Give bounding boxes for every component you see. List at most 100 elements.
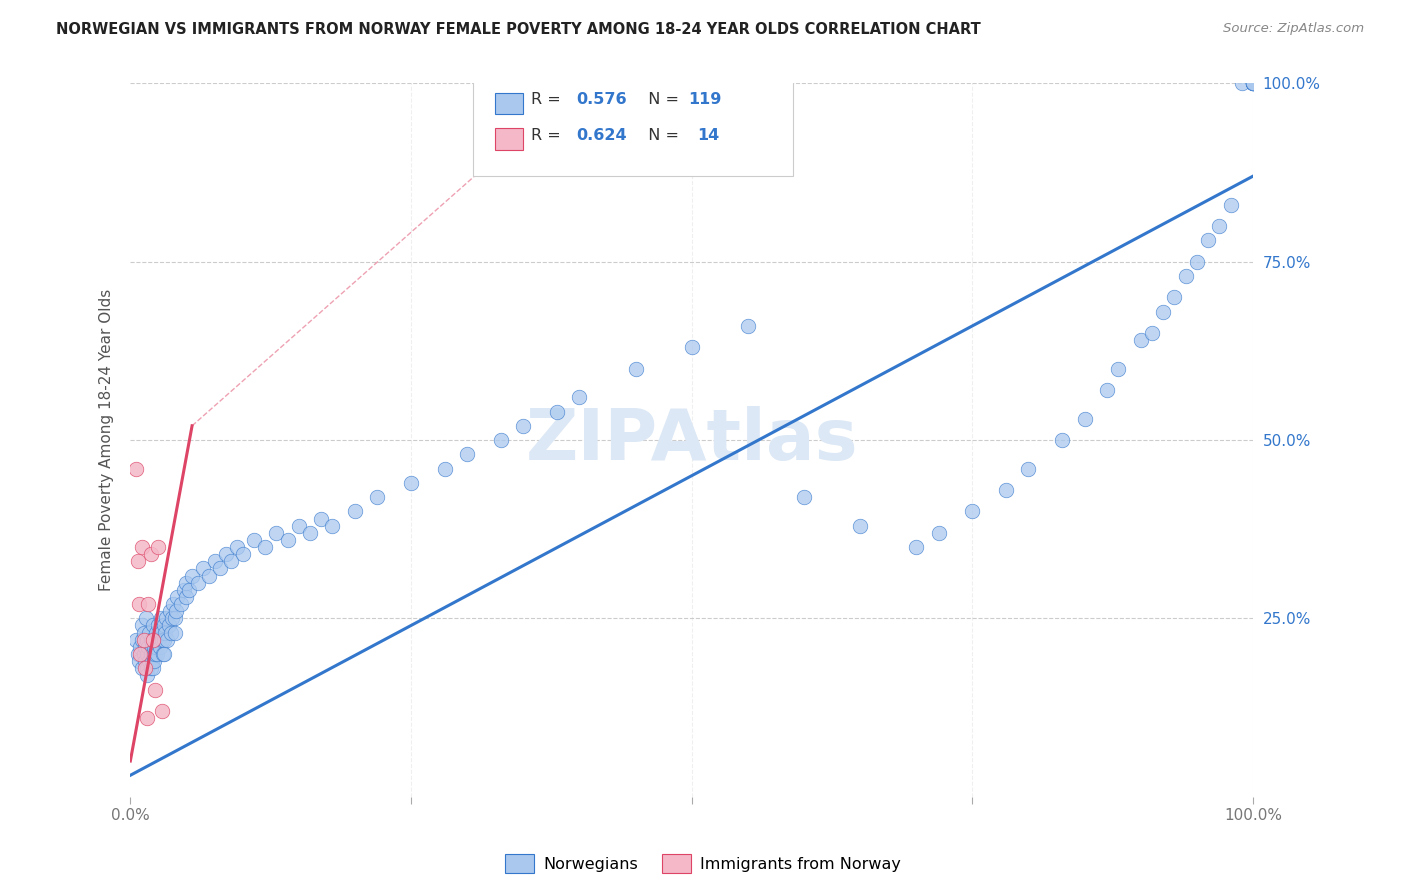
- Point: [209, 561, 232, 575]
- Point: [226, 540, 249, 554]
- Text: 0.624: 0.624: [576, 128, 627, 143]
- FancyBboxPatch shape: [472, 80, 793, 176]
- Legend: Norwegians, Immigrants from Norway: Norwegians, Immigrants from Norway: [499, 847, 907, 880]
- Point: [962, 504, 984, 518]
- Point: [143, 647, 166, 661]
- Text: 0.576: 0.576: [576, 93, 627, 107]
- Point: [127, 647, 149, 661]
- Text: R =: R =: [531, 128, 567, 143]
- Point: [737, 318, 759, 333]
- Point: [142, 647, 165, 661]
- Point: [193, 561, 215, 575]
- Point: [166, 590, 188, 604]
- Point: [153, 618, 176, 632]
- Point: [309, 511, 332, 525]
- Text: N =: N =: [638, 128, 683, 143]
- Point: [153, 647, 176, 661]
- Point: [131, 661, 153, 675]
- Point: [232, 547, 254, 561]
- Point: [128, 654, 150, 668]
- Point: [131, 618, 153, 632]
- Point: [173, 582, 195, 597]
- Point: [148, 640, 170, 654]
- Point: [198, 568, 221, 582]
- Point: [204, 554, 226, 568]
- Point: [138, 625, 160, 640]
- Text: NORWEGIAN VS IMMIGRANTS FROM NORWAY FEMALE POVERTY AMONG 18-24 YEAR OLDS CORRELA: NORWEGIAN VS IMMIGRANTS FROM NORWAY FEMA…: [56, 22, 981, 37]
- Text: R =: R =: [531, 93, 567, 107]
- Point: [489, 433, 512, 447]
- Point: [139, 647, 162, 661]
- Point: [148, 632, 170, 647]
- Point: [264, 525, 287, 540]
- Point: [141, 654, 163, 668]
- Point: [793, 490, 815, 504]
- Point: [399, 475, 422, 490]
- Point: [321, 518, 343, 533]
- Point: [142, 618, 165, 632]
- Point: [215, 547, 238, 561]
- Point: [905, 540, 928, 554]
- Point: [1241, 77, 1264, 91]
- Point: [1174, 268, 1197, 283]
- Point: [142, 661, 165, 675]
- Point: [681, 340, 703, 354]
- Point: [1241, 77, 1264, 91]
- Point: [1230, 77, 1253, 91]
- Point: [177, 582, 200, 597]
- Point: [1095, 383, 1118, 397]
- Point: [125, 632, 148, 647]
- Point: [1208, 219, 1230, 233]
- Point: [165, 604, 187, 618]
- Point: [136, 632, 159, 647]
- Point: [153, 632, 176, 647]
- Point: [132, 625, 155, 640]
- Point: [149, 611, 172, 625]
- Point: [136, 661, 159, 675]
- Point: [139, 661, 162, 675]
- Point: [456, 447, 478, 461]
- Point: [136, 640, 159, 654]
- Point: [129, 647, 152, 661]
- Point: [159, 625, 181, 640]
- Point: [136, 647, 159, 661]
- Text: Source: ZipAtlas.com: Source: ZipAtlas.com: [1223, 22, 1364, 36]
- Point: [187, 575, 209, 590]
- Point: [136, 711, 159, 725]
- Point: [142, 640, 165, 654]
- Text: 14: 14: [697, 128, 720, 143]
- Text: 119: 119: [689, 93, 721, 107]
- Point: [155, 611, 177, 625]
- Point: [146, 647, 169, 661]
- Point: [131, 540, 153, 554]
- Point: [131, 632, 153, 647]
- Point: [1219, 197, 1241, 211]
- Point: [129, 640, 152, 654]
- Point: [142, 654, 165, 668]
- Point: [1107, 361, 1129, 376]
- Point: [276, 533, 298, 547]
- Point: [181, 568, 204, 582]
- Point: [132, 647, 155, 661]
- Point: [433, 461, 456, 475]
- Point: [143, 632, 166, 647]
- Point: [159, 604, 181, 618]
- Point: [125, 461, 148, 475]
- Point: [176, 575, 198, 590]
- Point: [170, 597, 193, 611]
- Point: [1241, 77, 1264, 91]
- Point: [149, 625, 172, 640]
- Point: [624, 361, 647, 376]
- Point: [139, 547, 162, 561]
- Point: [343, 504, 366, 518]
- Point: [176, 590, 198, 604]
- Point: [1241, 77, 1264, 91]
- Y-axis label: Female Poverty Among 18-24 Year Olds: Female Poverty Among 18-24 Year Olds: [100, 289, 114, 591]
- Point: [153, 625, 176, 640]
- Point: [162, 597, 184, 611]
- Point: [141, 640, 163, 654]
- FancyBboxPatch shape: [495, 93, 523, 114]
- Point: [152, 647, 174, 661]
- Point: [136, 597, 159, 611]
- Point: [568, 390, 591, 404]
